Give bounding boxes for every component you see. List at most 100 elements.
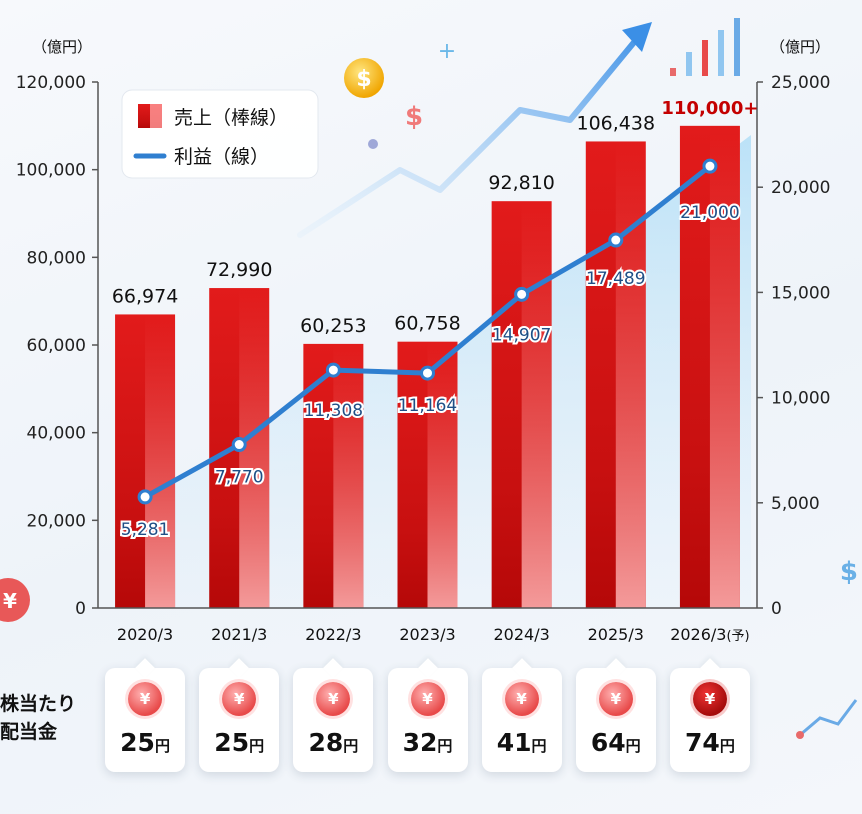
x-axis-label: 2024/3 [493, 625, 549, 644]
sales-bar-label: 110,000+ [661, 98, 758, 119]
left-tick-label: 80,000 [27, 248, 86, 268]
yen-coin-icon: ¥ [316, 682, 351, 716]
dividend-amount: 28円 [293, 728, 373, 757]
dividend-amount: 41円 [482, 728, 562, 757]
legend-profit-label: 利益（線） [174, 146, 269, 168]
yen-coin-icon: ¥ [410, 682, 445, 716]
dividend-amount: 25円 [105, 728, 185, 757]
dividend-value: 32 [402, 728, 438, 757]
yen-coin-icon [0, 578, 30, 622]
sales-bar-label: 92,810 [488, 172, 554, 194]
dividend-card: ¥25円 [199, 668, 280, 772]
profit-point [137, 489, 153, 505]
dividend-unit: 円 [719, 737, 735, 755]
yen-coin-icon: ¥ [222, 682, 257, 716]
dividend-amount: 25円 [199, 728, 279, 757]
right-tick-label: 0 [771, 599, 782, 619]
sales-bar-shade [427, 341, 458, 608]
legend-sales-label: 売上（棒線） [174, 107, 288, 129]
dividend-value: 28 [308, 728, 344, 757]
sales-bar-label: 60,758 [394, 313, 460, 335]
dividend-unit: 円 [154, 737, 170, 755]
right-tick-label: 25,000 [771, 73, 830, 93]
dollar-sign-icon: $ [405, 102, 423, 132]
yen-coin-icon: ¥ [128, 682, 163, 716]
profit-label: 11,164 [398, 396, 457, 416]
x-axis-label: 2026/3(予) [670, 625, 749, 644]
dividend-value: 74 [685, 728, 720, 757]
dividend-card: ¥28円 [293, 668, 374, 772]
right-tick-label: 5,000 [771, 494, 820, 514]
mini-line-icon [799, 699, 858, 737]
x-axis-labels: 2020/3 2021/3 2022/3 2023/3 2024/3 2025/3 2026… [117, 625, 750, 644]
plus-icon: + [438, 39, 456, 64]
sales-bar-label: 106,438 [576, 112, 655, 134]
dollar-sign-icon: $ [356, 67, 371, 92]
profit-point [702, 158, 718, 174]
profit-label: 21,000 [680, 203, 739, 223]
left-tick-label: 0 [75, 599, 86, 619]
profit-point [420, 365, 435, 381]
profit-label: 14,907 [492, 325, 551, 345]
forecast-suffix: (予) [726, 629, 749, 644]
profit-point [231, 437, 247, 453]
sales-bar-label: 72,990 [206, 259, 272, 281]
right-tick-label: 20,000 [771, 178, 830, 198]
left-axis-ticks: 0 20,000 40,000 60,000 80,000 100,000 120,000 [16, 73, 98, 619]
dividend-amount: 32円 [388, 728, 468, 757]
left-tick-label: 40,000 [27, 424, 86, 444]
right-tick-label: 10,000 [771, 389, 830, 409]
profit-label: 7,770 [215, 468, 264, 488]
dot-decoration [796, 731, 804, 739]
left-tick-label: 120,000 [16, 73, 86, 93]
yen-coin-icon: ¥ [504, 682, 539, 716]
profit-label: 11,308 [304, 401, 363, 421]
yen-coin-icon: ¥ [598, 682, 633, 716]
legend-box [121, 89, 319, 179]
dividend-unit: 円 [343, 737, 359, 755]
profit-point [514, 286, 530, 302]
trend-arrow-decoration [297, 32, 643, 238]
sales-bar-labels: 66,974 72,990 60,253 60,758 92,810 106,438 110… [112, 98, 759, 337]
sales-bar-shade [521, 201, 552, 608]
right-tick-label: 15,000 [771, 283, 830, 303]
x-axis-label: 2021/3 [211, 625, 267, 644]
profit-points [137, 158, 718, 505]
dividend-title: 株当たり 配当金 [0, 693, 77, 743]
left-tick-label: 100,000 [16, 161, 86, 181]
legend-bar-swatch-shade [150, 104, 162, 128]
sales-bar-label: 60,253 [300, 315, 366, 337]
dividend-amount: 64円 [576, 728, 656, 757]
dividend-value: 41 [496, 728, 532, 757]
x-axis-label: 2022/3 [305, 625, 361, 644]
profit-labels: 5,281 7,770 11,308 11,164 14,907 17,489 21,000 [119, 201, 742, 542]
dividend-unit: 円 [531, 737, 547, 755]
x-axis-label: 2020/3 [117, 625, 173, 644]
decorations: $ $ + ¥ $ [0, 18, 858, 739]
sales-bar-shade [615, 141, 646, 608]
dividend-unit: 円 [249, 737, 265, 755]
dividend-value: 25 [120, 728, 155, 757]
profit-point [325, 362, 341, 378]
dot-decoration [368, 139, 378, 149]
sales-bar-shade [333, 343, 364, 608]
left-axis-unit: （億円） [32, 38, 92, 56]
left-tick-label: 60,000 [27, 336, 86, 356]
trend-arrow-head-decoration [622, 22, 652, 52]
x-axis-label: 2025/3 [588, 625, 644, 644]
right-axis-ticks: 0 5,000 10,000 15,000 20,000 25,000 [757, 73, 830, 619]
dividend-value: 64 [590, 728, 626, 757]
profit-label: 5,281 [121, 520, 170, 540]
sales-bar-shade [145, 314, 176, 608]
dividend-amount: 74円 [670, 728, 750, 757]
right-axis-unit: （億円） [770, 38, 830, 56]
dividend-unit: 円 [625, 737, 641, 755]
dividend-value: 25 [214, 728, 250, 757]
mini-bars-icon [670, 18, 740, 76]
sales-bar-label: 66,974 [112, 285, 178, 307]
profit-point [608, 232, 624, 248]
dividend-unit: 円 [437, 737, 453, 755]
left-tick-label: 20,000 [27, 511, 86, 531]
dollar-coin-icon [344, 58, 384, 98]
